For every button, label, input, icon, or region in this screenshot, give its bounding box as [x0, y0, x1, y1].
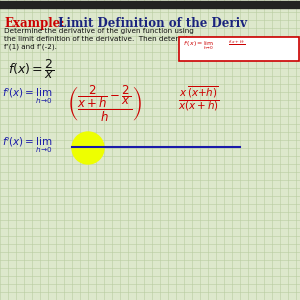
Text: the limit definition of the derivative.  Then determine: the limit definition of the derivative. …	[4, 36, 196, 42]
Text: $f(x) = \dfrac{2}{x}$: $f(x) = \dfrac{2}{x}$	[8, 57, 55, 81]
FancyBboxPatch shape	[179, 37, 299, 61]
Text: $f'(x) = \lim_{h\to 0}$: $f'(x) = \lim_{h\to 0}$	[183, 39, 214, 52]
Text: f’(1) and f’(-2).: f’(1) and f’(-2).	[4, 44, 57, 50]
Text: $f'(x) = \lim_{h\to 0}$: $f'(x) = \lim_{h\to 0}$	[2, 135, 53, 155]
Text: Example:: Example:	[4, 17, 64, 30]
Text: Limit Definition of the Deriv: Limit Definition of the Deriv	[54, 17, 247, 30]
Text: $f'(x) = \lim_{h\to 0}$: $f'(x) = \lim_{h\to 0}$	[2, 86, 53, 106]
Circle shape	[72, 132, 104, 164]
Text: $\left(\dfrac{\dfrac{2}{x+h} - \dfrac{2}{x}}{h}\right)$: $\left(\dfrac{\dfrac{2}{x+h} - \dfrac{2}…	[68, 84, 142, 124]
Text: $\dfrac{x\,\overline{(x{+}h)}}{x(x+h)}$: $\dfrac{x\,\overline{(x{+}h)}}{x(x+h)}$	[178, 84, 220, 113]
Text: Determine the derivative of the given function using: Determine the derivative of the given fu…	[4, 28, 194, 34]
Text: $\frac{f(x+h)}{\ \ \ \ \ }$: $\frac{f(x+h)}{\ \ \ \ \ }$	[228, 39, 246, 47]
